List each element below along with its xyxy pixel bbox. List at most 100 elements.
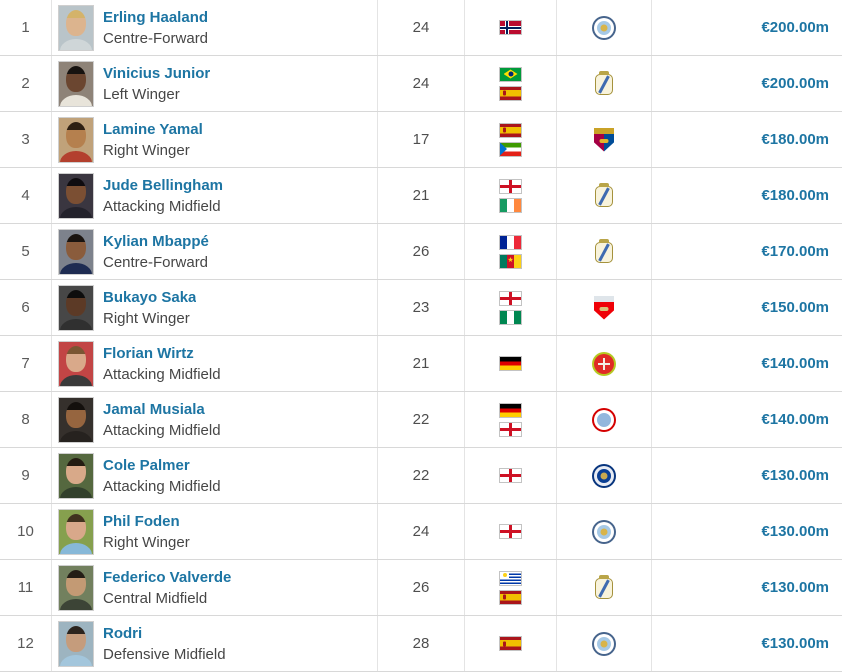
player-position: Attacking Midfield — [103, 197, 221, 215]
player-photo[interactable] — [58, 564, 94, 611]
market-value-link[interactable]: €140.00m — [761, 355, 829, 372]
club-badge-real-madrid-icon[interactable] — [591, 574, 617, 601]
nationality-cell — [465, 336, 557, 391]
photo-face-shape — [66, 513, 86, 540]
player-name-link[interactable]: Jude Bellingham — [103, 176, 224, 194]
player-position: Right Winger — [103, 309, 190, 327]
market-value-link[interactable]: €130.00m — [761, 467, 829, 484]
market-value-link[interactable]: €140.00m — [761, 411, 829, 428]
player-info: Vinicius Junior Left Winger — [103, 63, 210, 105]
photo-face-shape — [66, 177, 86, 204]
rank-cell: 8 — [0, 392, 52, 447]
player-name-link[interactable]: Federico Valverde — [103, 568, 232, 586]
table-row: 10 Phil Foden Right Winger 24 €130.00m — [0, 504, 842, 560]
player-name-link[interactable]: Vinicius Junior — [103, 64, 211, 82]
club-badge-real-madrid-icon[interactable] — [591, 182, 617, 209]
photo-face-shape — [66, 65, 86, 92]
player-photo[interactable] — [58, 284, 94, 331]
market-value-link[interactable]: €170.00m — [761, 243, 829, 260]
player-name-link[interactable]: Lamine Yamal — [103, 120, 203, 138]
rank-cell: 4 — [0, 168, 52, 223]
player-photo[interactable] — [58, 452, 94, 499]
photo-face-shape — [66, 401, 86, 428]
market-value-link[interactable]: €200.00m — [761, 75, 829, 92]
market-value-link[interactable]: €130.00m — [761, 579, 829, 596]
club-badge-bayer-leverkusen-icon[interactable] — [591, 351, 617, 377]
table-row: 1 Erling Haaland Centre-Forward 24 €200.… — [0, 0, 842, 56]
club-badge-real-madrid-icon[interactable] — [591, 238, 617, 265]
player-name-link[interactable]: Phil Foden — [103, 512, 180, 530]
club-badge-arsenal-fc-icon[interactable] — [591, 295, 617, 321]
player-photo[interactable] — [58, 116, 94, 163]
photo-shirt-shape — [60, 318, 92, 330]
rank-cell: 12 — [0, 616, 52, 671]
club-badge-bayern-munich-icon[interactable] — [591, 407, 617, 433]
player-info: Phil Foden Right Winger — [103, 511, 190, 553]
player-name-link[interactable]: Cole Palmer — [103, 456, 190, 474]
player-name-link[interactable]: Bukayo Saka — [103, 288, 197, 306]
player-info: Bukayo Saka Right Winger — [103, 287, 196, 329]
market-value-link[interactable]: €130.00m — [761, 523, 829, 540]
club-badge-manchester-city-icon[interactable] — [591, 15, 617, 41]
player-position: Central Midfield — [103, 589, 208, 607]
player-photo[interactable] — [58, 508, 94, 555]
player-name-link[interactable]: Florian Wirtz — [103, 344, 194, 362]
player-photo[interactable] — [58, 620, 94, 667]
market-value-link[interactable]: €150.00m — [761, 299, 829, 316]
flag-england-icon — [499, 524, 522, 539]
club-badge-fc-barcelona-icon[interactable] — [591, 127, 617, 153]
rank-number: 10 — [17, 523, 34, 540]
player-age: 23 — [412, 299, 430, 316]
value-cell: €130.00m — [652, 560, 842, 615]
player-info: Jude Bellingham Attacking Midfield — [103, 175, 223, 217]
club-badge-chelsea-fc-icon[interactable] — [591, 463, 617, 489]
player-name-link[interactable]: Rodri — [103, 624, 143, 642]
club-badge-real-madrid-icon[interactable] — [591, 70, 617, 97]
player-cell: Cole Palmer Attacking Midfield — [52, 448, 378, 503]
photo-shirt-shape — [60, 94, 92, 106]
player-position: Left Winger — [103, 85, 180, 103]
market-value-link[interactable]: €200.00m — [761, 19, 829, 36]
player-age: 21 — [412, 187, 430, 204]
flag-england-icon — [499, 290, 522, 306]
age-cell: 22 — [378, 448, 465, 503]
player-photo[interactable] — [58, 228, 94, 275]
player-position: Defensive Midfield — [103, 645, 226, 663]
player-photo[interactable] — [58, 396, 94, 443]
player-photo[interactable] — [58, 172, 94, 219]
player-name-link[interactable]: Erling Haaland — [103, 8, 209, 26]
club-badge-manchester-city-icon[interactable] — [591, 631, 617, 657]
photo-face-shape — [66, 233, 86, 260]
flag-spain-icon — [499, 636, 522, 651]
flag-equatorial-guinea-icon — [499, 141, 522, 157]
club-cell — [557, 112, 652, 167]
club-cell — [557, 168, 652, 223]
club-cell — [557, 448, 652, 503]
player-age: 26 — [412, 579, 430, 596]
club-badge-manchester-city-icon[interactable] — [591, 519, 617, 545]
player-name-link[interactable]: Kylian Mbappé — [103, 232, 209, 250]
photo-shirt-shape — [60, 38, 92, 50]
player-age: 28 — [412, 635, 430, 652]
value-cell: €140.00m — [652, 392, 842, 447]
age-cell: 24 — [378, 56, 465, 111]
flag-uruguay-icon — [499, 570, 522, 586]
age-cell: 21 — [378, 336, 465, 391]
player-info: Florian Wirtz Attacking Midfield — [103, 343, 221, 385]
player-photo[interactable] — [58, 60, 94, 107]
market-value-link[interactable]: €130.00m — [761, 635, 829, 652]
player-cell: Phil Foden Right Winger — [52, 504, 378, 559]
table-row: 11 Federico Valverde Central Midfield 26… — [0, 560, 842, 616]
club-cell — [557, 336, 652, 391]
table-row: 8 Jamal Musiala Attacking Midfield 22 €1… — [0, 392, 842, 448]
player-name-link[interactable]: Jamal Musiala — [103, 400, 205, 418]
market-value-link[interactable]: €180.00m — [761, 187, 829, 204]
market-value-link[interactable]: €180.00m — [761, 131, 829, 148]
player-photo[interactable] — [58, 340, 94, 387]
player-info: Rodri Defensive Midfield — [103, 623, 226, 665]
player-position: Centre-Forward — [103, 253, 209, 271]
nationality-cell — [465, 112, 557, 167]
table-row: 6 Bukayo Saka Right Winger 23 €150.00m — [0, 280, 842, 336]
nationality-cell — [465, 392, 557, 447]
player-photo[interactable] — [58, 4, 94, 51]
